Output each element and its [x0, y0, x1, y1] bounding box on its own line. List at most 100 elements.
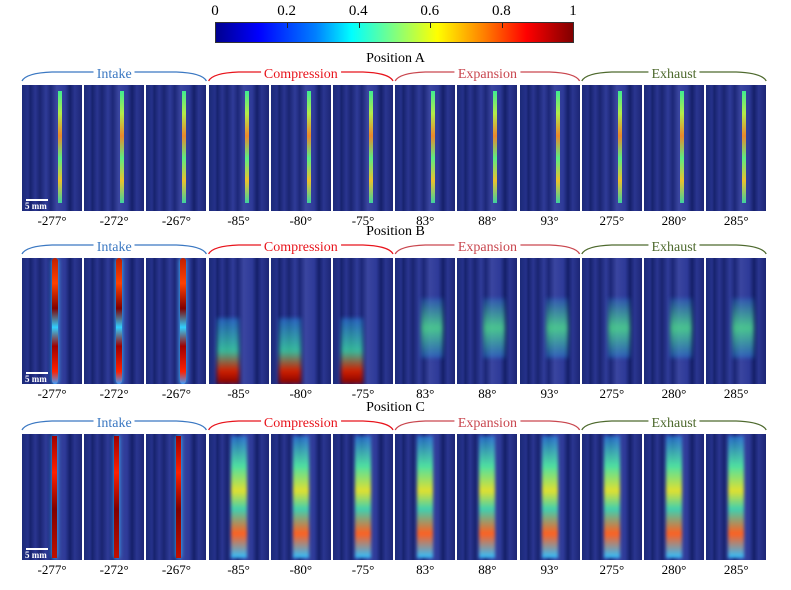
intensity-overlay: [555, 91, 560, 203]
crank-angle-label: 93°: [540, 562, 559, 577]
crank-angle-label: 83°: [416, 562, 435, 577]
phase-label-intake: Intake: [93, 68, 135, 82]
image-panel: [519, 258, 580, 384]
intensity-overlay: [341, 318, 363, 384]
crank-angle-label: 83°: [416, 386, 435, 401]
image-panel: [395, 85, 456, 211]
image-panel: [146, 85, 207, 211]
scale-bar-label: 5 mm: [25, 201, 47, 211]
image-panel: [644, 258, 704, 384]
scale-bar: [26, 372, 48, 374]
image-panel: [84, 85, 145, 211]
intensity-overlay: [116, 258, 123, 384]
crank-angle-label: -272°: [99, 386, 129, 401]
intensity-overlay: [292, 436, 309, 558]
crank-angle-label: -85°: [227, 562, 250, 577]
image-panel: [270, 434, 331, 560]
intensity-overlay: [431, 91, 436, 203]
intensity-overlay: [545, 298, 568, 358]
image-panel: 5 mm: [22, 258, 82, 384]
crank-angle-label: -277°: [37, 562, 67, 577]
intensity-overlay: [479, 436, 496, 558]
phase-label-intake: Intake: [93, 241, 135, 255]
phase-label-exhaust: Exhaust: [648, 241, 700, 255]
phase-label-compression: Compression: [260, 241, 341, 255]
image-panel: 5 mm: [22, 85, 82, 211]
crank-angle-label: 285°: [723, 386, 749, 401]
intensity-overlay: [670, 298, 692, 358]
position-title: Position C: [366, 400, 425, 415]
crank-angle-label: 280°: [661, 386, 687, 401]
crank-angle-label: 88°: [478, 213, 497, 228]
intensity-overlay: [493, 91, 498, 203]
image-panel: [333, 85, 393, 211]
intensity-overlay: [278, 318, 301, 384]
intensity-overlay: [58, 91, 62, 203]
image-panel: [644, 434, 704, 560]
intensity-overlay: [617, 91, 622, 203]
image-panel: [457, 434, 518, 560]
colorbar-tick: [287, 23, 289, 28]
crank-angle-label: -75°: [351, 213, 375, 228]
position-title: Position B: [366, 224, 425, 239]
phase-label-exhaust: Exhaust: [648, 68, 700, 82]
crank-angle-label: 280°: [661, 562, 687, 577]
intensity-overlay: [603, 436, 620, 558]
crank-angle-label: 275°: [599, 213, 625, 228]
image-panel: [706, 85, 767, 211]
crank-angle-label: -272°: [99, 562, 129, 577]
image-panel: [519, 85, 580, 211]
crank-angle-label: 280°: [661, 213, 687, 228]
colorbar-gradient: [215, 22, 574, 43]
scale-bar: [26, 199, 48, 201]
image-panel: [706, 258, 767, 384]
image-panel: [581, 434, 642, 560]
image-panel: [581, 85, 642, 211]
phase-label-expansion: Expansion: [454, 241, 520, 255]
colorbar-tick-label: 0.4: [348, 3, 368, 19]
crank-angle-label: -75°: [351, 386, 375, 401]
crank-angle-label: -75°: [351, 562, 375, 577]
intensity-overlay: [355, 436, 371, 558]
image-panel: [333, 258, 393, 384]
crank-angle-label: -85°: [227, 213, 250, 228]
image-panel: [457, 85, 518, 211]
image-panel: [270, 258, 331, 384]
crank-angle-label: 88°: [478, 562, 497, 577]
crank-angle-label: -80°: [289, 386, 313, 401]
colorbar-tick: [430, 23, 432, 28]
image-panel: [333, 434, 393, 560]
intensity-overlay: [216, 318, 239, 384]
scale-bar-label: 5 mm: [25, 550, 47, 560]
intensity-overlay: [306, 91, 311, 203]
phase-label-expansion: Expansion: [454, 68, 520, 82]
intensity-overlay: [182, 91, 187, 203]
image-panel: [146, 258, 207, 384]
colorbar-tick-label: 0.6: [420, 3, 440, 19]
crank-angle-label: -267°: [161, 562, 191, 577]
image-panel: [270, 85, 331, 211]
image-panel: [84, 434, 145, 560]
intensity-overlay: [421, 298, 444, 358]
crank-angle-label: -272°: [99, 213, 129, 228]
intensity-overlay: [114, 436, 120, 558]
crank-angle-label: 88°: [478, 386, 497, 401]
position-title: Position A: [366, 51, 425, 66]
crank-angle-label: 93°: [540, 386, 559, 401]
image-panel: [581, 258, 642, 384]
scale-bar: [26, 548, 48, 550]
intensity-overlay: [176, 436, 182, 558]
image-panel: [457, 258, 518, 384]
crank-angle-label: -277°: [37, 386, 67, 401]
image-panel: [208, 258, 269, 384]
intensity-overlay: [180, 258, 187, 384]
intensity-overlay: [666, 436, 682, 558]
intensity-overlay: [541, 436, 558, 558]
crank-angle-label: -80°: [289, 213, 313, 228]
image-panel: [208, 85, 269, 211]
crank-angle-label: 285°: [723, 213, 749, 228]
crank-angle-label: 93°: [540, 213, 559, 228]
colorbar-tick-label: 0.2: [277, 3, 296, 19]
image-panel: [208, 434, 269, 560]
phase-label-expansion: Expansion: [454, 417, 520, 431]
